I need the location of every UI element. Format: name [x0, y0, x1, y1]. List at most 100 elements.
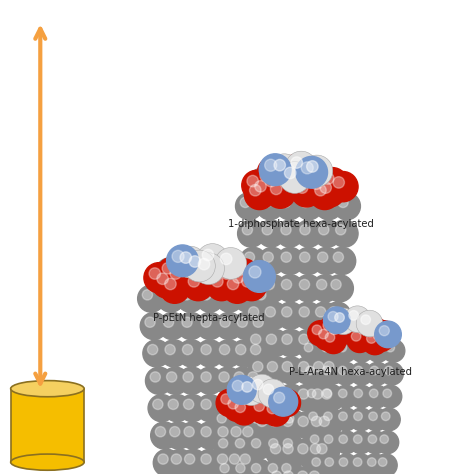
Circle shape — [283, 416, 293, 427]
Circle shape — [270, 166, 282, 178]
Circle shape — [339, 458, 348, 466]
Circle shape — [283, 444, 293, 454]
Circle shape — [148, 394, 175, 422]
Circle shape — [257, 220, 284, 247]
Circle shape — [229, 392, 238, 401]
Circle shape — [315, 184, 326, 196]
Circle shape — [144, 263, 174, 293]
Circle shape — [380, 435, 389, 444]
Circle shape — [309, 412, 318, 420]
Circle shape — [238, 394, 249, 404]
Circle shape — [170, 427, 180, 437]
Circle shape — [331, 279, 341, 290]
Circle shape — [294, 384, 321, 411]
Circle shape — [328, 313, 353, 338]
Circle shape — [277, 275, 304, 302]
Circle shape — [255, 389, 265, 399]
Circle shape — [366, 334, 376, 343]
Circle shape — [375, 325, 385, 335]
Circle shape — [236, 464, 245, 473]
Circle shape — [315, 411, 342, 439]
Circle shape — [311, 178, 322, 190]
Circle shape — [196, 261, 206, 271]
Circle shape — [299, 279, 310, 290]
Circle shape — [228, 266, 257, 297]
Circle shape — [216, 389, 244, 417]
Circle shape — [222, 260, 234, 272]
Circle shape — [326, 334, 337, 345]
Circle shape — [137, 285, 165, 312]
Circle shape — [298, 416, 308, 427]
Circle shape — [296, 182, 308, 193]
Circle shape — [278, 384, 305, 411]
Circle shape — [152, 268, 182, 298]
Circle shape — [182, 251, 212, 281]
Circle shape — [265, 410, 290, 434]
Circle shape — [251, 464, 261, 473]
Circle shape — [286, 158, 316, 189]
Circle shape — [254, 388, 282, 415]
Circle shape — [248, 392, 258, 402]
Circle shape — [275, 173, 287, 184]
Circle shape — [253, 379, 263, 390]
Circle shape — [201, 372, 211, 382]
Ellipse shape — [11, 381, 84, 397]
Circle shape — [306, 366, 314, 375]
Circle shape — [248, 307, 259, 317]
Circle shape — [279, 434, 304, 459]
Circle shape — [164, 317, 173, 328]
Circle shape — [354, 319, 376, 341]
Circle shape — [196, 422, 223, 449]
Circle shape — [318, 318, 340, 340]
Circle shape — [140, 312, 167, 339]
Circle shape — [277, 302, 304, 329]
Circle shape — [268, 389, 279, 399]
Circle shape — [277, 357, 305, 384]
Circle shape — [259, 390, 283, 414]
Circle shape — [170, 254, 200, 284]
Circle shape — [309, 471, 319, 474]
Circle shape — [312, 458, 320, 466]
Circle shape — [259, 154, 291, 185]
Circle shape — [310, 435, 319, 444]
Circle shape — [183, 399, 194, 410]
Circle shape — [312, 439, 339, 466]
Circle shape — [232, 380, 243, 392]
Circle shape — [228, 259, 259, 289]
Circle shape — [231, 340, 258, 367]
Circle shape — [155, 427, 165, 437]
Circle shape — [232, 399, 243, 410]
Circle shape — [196, 285, 223, 312]
Circle shape — [263, 384, 273, 394]
Circle shape — [220, 253, 232, 264]
Circle shape — [246, 279, 257, 290]
Circle shape — [247, 434, 272, 459]
Circle shape — [233, 312, 260, 339]
Circle shape — [350, 385, 373, 408]
Circle shape — [311, 302, 338, 329]
Circle shape — [271, 168, 301, 198]
Circle shape — [217, 263, 227, 273]
Circle shape — [314, 220, 341, 247]
Bar — [11, 389, 84, 462]
Circle shape — [305, 466, 332, 474]
Circle shape — [232, 272, 244, 283]
Circle shape — [237, 220, 264, 247]
Circle shape — [149, 268, 161, 279]
Circle shape — [236, 449, 263, 474]
Circle shape — [231, 268, 241, 278]
Circle shape — [255, 290, 266, 300]
Circle shape — [367, 339, 390, 362]
Circle shape — [243, 367, 270, 394]
Circle shape — [301, 339, 323, 362]
Circle shape — [350, 408, 373, 431]
Circle shape — [180, 252, 191, 264]
Circle shape — [283, 389, 292, 399]
Circle shape — [300, 252, 310, 262]
Circle shape — [255, 165, 285, 195]
Circle shape — [244, 302, 271, 329]
Circle shape — [318, 252, 328, 262]
Circle shape — [223, 394, 251, 421]
Circle shape — [266, 334, 276, 345]
Circle shape — [369, 412, 377, 420]
